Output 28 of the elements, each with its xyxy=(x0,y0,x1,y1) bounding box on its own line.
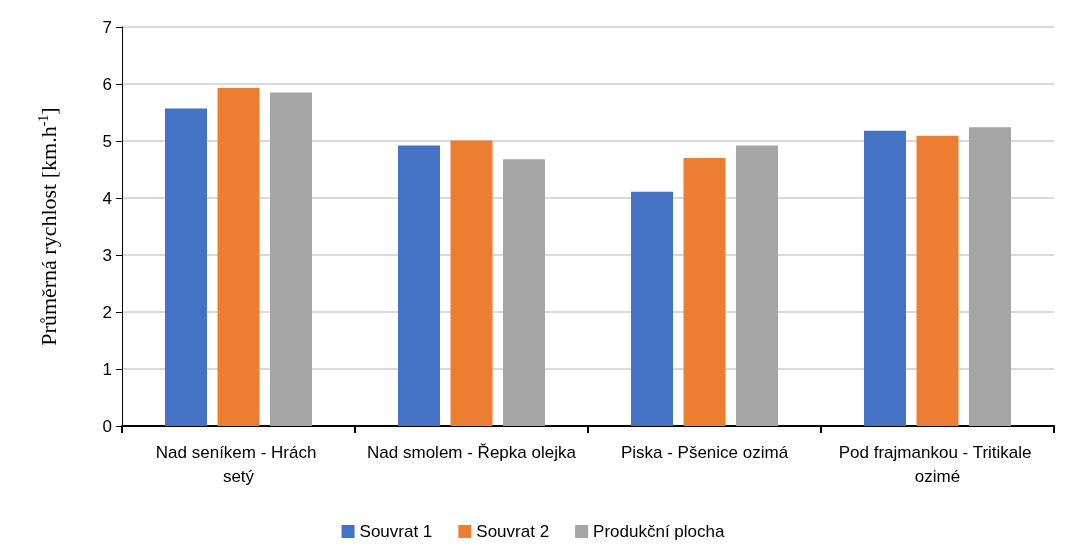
legend-label: Produkční plocha xyxy=(593,522,725,541)
x-tick-label: Piska - Pšenice ozimá xyxy=(620,442,789,462)
bar xyxy=(503,159,545,426)
y-tick-label: 5 xyxy=(102,131,112,151)
bar xyxy=(631,191,673,426)
bar xyxy=(969,127,1011,426)
bar xyxy=(165,108,207,426)
bar xyxy=(217,87,260,426)
x-tick-label: Nad seníkem - Hrách setý xyxy=(155,442,322,486)
legend-label: Souvrat 2 xyxy=(476,522,550,541)
x-tick-label: Nad smolem - Řepka olejka xyxy=(367,442,577,462)
bar xyxy=(736,145,778,426)
bar xyxy=(450,140,493,426)
bar xyxy=(398,145,440,426)
bar xyxy=(683,158,726,426)
bar xyxy=(864,130,906,426)
y-tick-label: 0 xyxy=(102,416,112,436)
y-tick-label: 2 xyxy=(102,302,112,322)
legend-label: Souvrat 1 xyxy=(359,522,433,541)
bar xyxy=(270,92,312,426)
y-tick-label: 6 xyxy=(102,74,112,94)
y-tick-label: 7 xyxy=(102,17,112,37)
y-axis-title: Průměrná rychlost [km.h-1] xyxy=(35,107,61,346)
x-tick-label: Pod frajmankou - Tritikale ozimé xyxy=(838,442,1037,486)
bar xyxy=(916,135,959,426)
y-tick-label: 4 xyxy=(102,188,112,208)
y-tick-label: 3 xyxy=(102,245,112,265)
y-tick-label: 1 xyxy=(102,359,112,379)
